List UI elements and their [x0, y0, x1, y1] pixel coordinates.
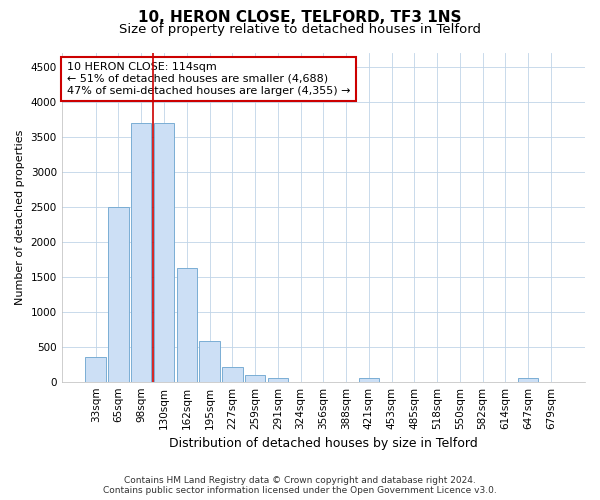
Bar [518, 378, 538, 382]
Bar [268, 378, 288, 382]
X-axis label: Distribution of detached houses by size in Telford: Distribution of detached houses by size … [169, 437, 478, 450]
Bar [245, 374, 265, 382]
Bar [108, 206, 129, 382]
Bar [131, 122, 151, 382]
Bar [176, 268, 197, 382]
Bar [154, 122, 174, 382]
Text: 10 HERON CLOSE: 114sqm
← 51% of detached houses are smaller (4,688)
47% of semi-: 10 HERON CLOSE: 114sqm ← 51% of detached… [67, 62, 350, 96]
Text: 10, HERON CLOSE, TELFORD, TF3 1NS: 10, HERON CLOSE, TELFORD, TF3 1NS [138, 10, 462, 25]
Bar [222, 366, 242, 382]
Text: Contains HM Land Registry data © Crown copyright and database right 2024.
Contai: Contains HM Land Registry data © Crown c… [103, 476, 497, 495]
Bar [359, 378, 379, 382]
Bar [85, 357, 106, 382]
Bar [199, 341, 220, 382]
Text: Size of property relative to detached houses in Telford: Size of property relative to detached ho… [119, 22, 481, 36]
Y-axis label: Number of detached properties: Number of detached properties [15, 130, 25, 305]
